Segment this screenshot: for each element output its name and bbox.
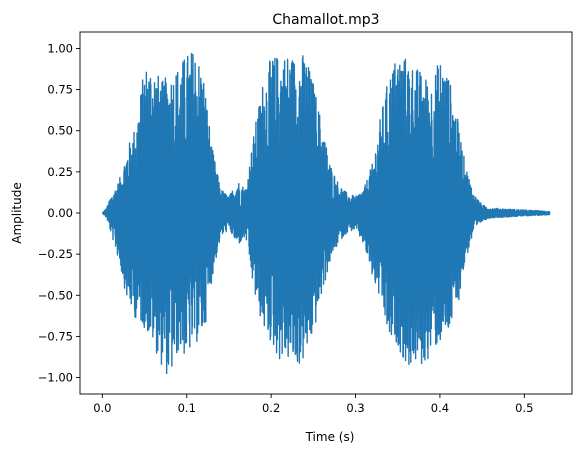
x-tick-label: 0.0 [93, 401, 111, 415]
y-tick-label: −0.50 [38, 288, 73, 302]
y-axis-label: Amplitude [10, 182, 24, 244]
chart-title: Chamallot.mp3 [272, 12, 379, 28]
x-tick-label: 0.2 [262, 401, 280, 415]
x-axis: 0.0 0.1 0.2 0.3 0.4 0.5 [93, 394, 533, 415]
x-tick-label: 0.4 [431, 401, 449, 415]
y-tick-label: 0.00 [47, 206, 73, 220]
y-tick-label: 0.25 [47, 165, 73, 179]
y-tick-label: −0.75 [38, 329, 73, 343]
x-tick-label: 0.3 [346, 401, 364, 415]
y-tick-label: 1.00 [47, 41, 73, 55]
plot-area [101, 53, 551, 375]
y-tick-label: 0.75 [47, 83, 73, 97]
x-tick-label: 0.5 [515, 401, 533, 415]
y-tick-label: −1.00 [38, 371, 73, 385]
y-tick-label: 0.50 [47, 124, 73, 138]
y-axis: −1.00 −0.75 −0.50 −0.25 0.00 0.25 0.50 0.75 1.00 [38, 41, 80, 385]
y-tick-label: −0.25 [38, 247, 73, 261]
x-tick-label: 0.1 [178, 401, 196, 415]
waveform-series-line [101, 53, 551, 375]
x-axis-label: Time (s) [305, 430, 355, 444]
